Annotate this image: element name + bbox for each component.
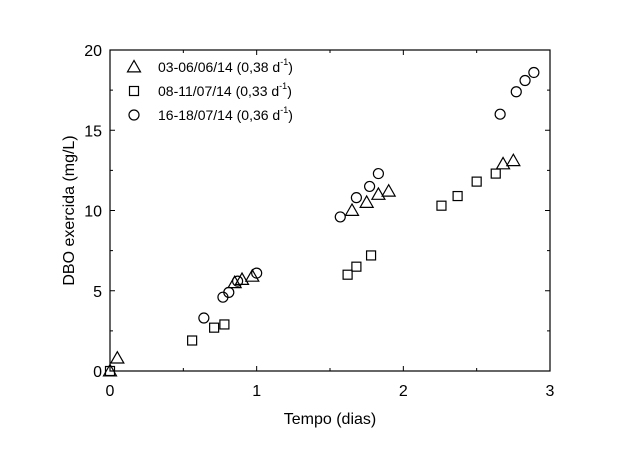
point-square-series-2 [104, 365, 116, 377]
point-circle-series-3 [223, 286, 235, 298]
point-triangle-series-1 [359, 194, 375, 208]
y-tick-label: 10 [84, 204, 102, 221]
legend-label: 16-18/07/14 (0,36 d-1) [158, 105, 293, 123]
legend-label-superscript: -1 [280, 57, 288, 67]
y-tick-label: 20 [84, 43, 102, 60]
y-tick-label: 5 [93, 284, 102, 301]
legend-label: 03-06/06/14 (0,38 d-1) [158, 57, 293, 75]
point-triangle-series-1 [505, 153, 521, 167]
point-circle-series-3 [372, 167, 384, 180]
point-circle-series-3 [198, 312, 210, 324]
y-tick-label: 0 [93, 364, 102, 381]
legend-marker-triangle [126, 59, 142, 73]
point-square-series-2 [187, 335, 198, 346]
x-axis-title: Tempo (dias) [284, 411, 376, 428]
point-square-series-2 [436, 200, 447, 211]
point-square-series-2 [219, 319, 230, 330]
point-triangle-series-1 [244, 268, 260, 282]
point-square-series-2 [471, 176, 482, 187]
x-tick-label: 2 [399, 383, 408, 400]
legend-label: 08-11/07/14 (0,33 d-1) [158, 81, 292, 99]
y-axis-title: DBO exercida (mg/L) [61, 135, 78, 285]
legend-label-suffix: ) [288, 59, 293, 75]
point-circle-series-3 [364, 180, 376, 193]
point-triangle-series-1 [109, 350, 125, 364]
data-marks [102, 66, 540, 377]
y-tick-label: 15 [84, 123, 102, 140]
point-circle-series-3 [494, 108, 506, 120]
point-circle-series-3 [350, 192, 362, 204]
legend-marker-square [128, 85, 140, 97]
point-square-series-2 [490, 168, 501, 179]
point-square-series-2 [452, 190, 463, 202]
x-tick-label: 0 [106, 383, 115, 400]
point-triangle-series-1 [370, 186, 386, 200]
x-tick-label: 3 [546, 383, 555, 400]
legend: 03-06/06/14 (0,38 d-1)08-11/07/14 (0,33 … [126, 57, 293, 123]
legend-label-main: 03-06/06/14 (0,38 d [158, 59, 280, 75]
legend-marker-circle [128, 109, 140, 121]
point-triangle-series-1 [381, 183, 397, 197]
legend-label-main: 16-18/07/14 (0,36 d [158, 107, 280, 123]
point-circle-series-3 [251, 267, 263, 279]
legend-label-superscript: -1 [279, 81, 287, 91]
point-circle-series-3 [334, 211, 346, 223]
point-square-series-2 [209, 322, 220, 333]
legend-label-main: 08-11/07/14 (0,33 d [158, 83, 279, 99]
point-square-series-2 [342, 269, 353, 280]
legend-label-suffix: ) [287, 83, 292, 99]
point-square-series-2 [365, 250, 377, 261]
legend-label-superscript: -1 [280, 105, 288, 115]
point-circle-series-3 [528, 66, 540, 79]
point-circle-series-3 [232, 275, 244, 287]
x-tick-label: 1 [252, 383, 261, 400]
ticks: 0 1 2 3 0 5 10 15 20 [84, 43, 554, 400]
point-circle-series-3 [519, 74, 531, 87]
point-triangle-series-1 [344, 202, 360, 216]
point-triangle-series-1 [227, 275, 243, 289]
point-circle-series-3 [510, 86, 522, 98]
point-square-series-2 [351, 261, 362, 272]
point-triangle-series-1 [495, 156, 511, 170]
legend-label-suffix: ) [288, 107, 293, 123]
